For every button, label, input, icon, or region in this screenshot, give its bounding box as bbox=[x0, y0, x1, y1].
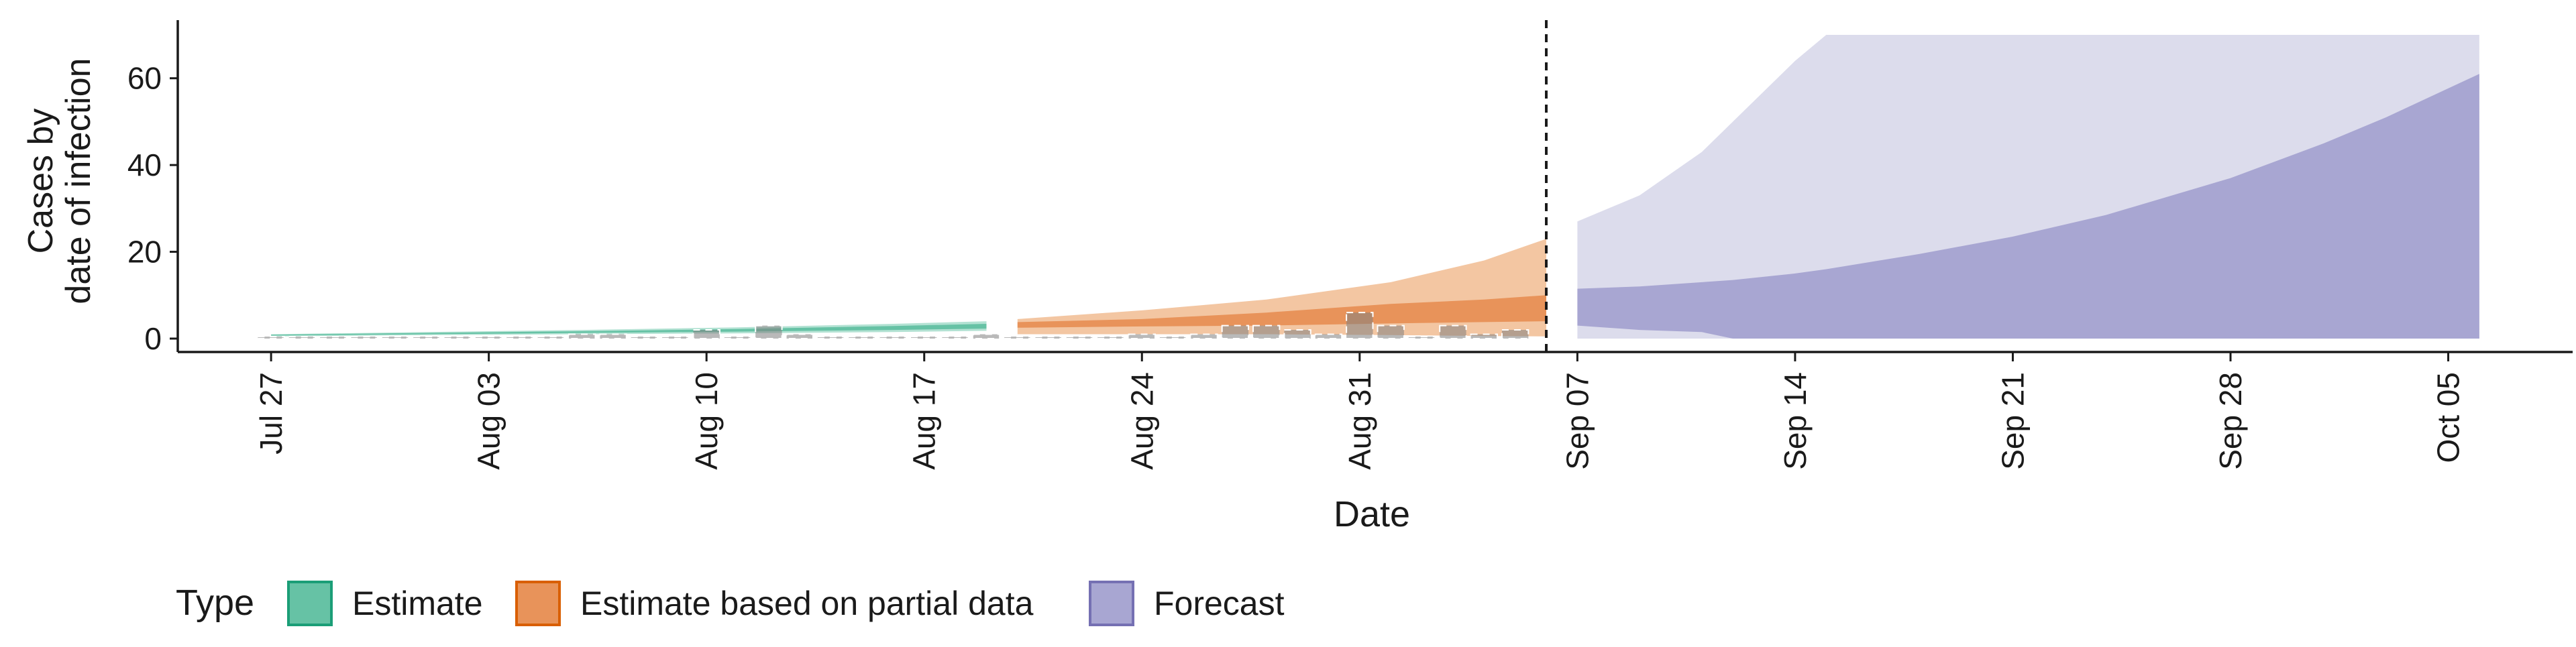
observed-bar bbox=[257, 336, 285, 339]
y-tick-label: 60 bbox=[127, 61, 162, 96]
observed-bar bbox=[474, 336, 503, 339]
observed-bar bbox=[1252, 325, 1281, 340]
y-axis-title: Cases bydate of infection bbox=[21, 58, 98, 304]
observed-bar bbox=[319, 336, 347, 339]
y-tick-label: 40 bbox=[127, 148, 162, 182]
y-axis-title-line: Cases by bbox=[21, 109, 60, 254]
observed-bar bbox=[1221, 325, 1250, 340]
x-tick-label: Sep 28 bbox=[2213, 372, 2248, 470]
observed-bar bbox=[568, 333, 596, 339]
observed-bar bbox=[1501, 329, 1529, 339]
x-tick-label: Jul 27 bbox=[254, 372, 288, 455]
observed-bar bbox=[1004, 336, 1032, 339]
observed-bar bbox=[443, 336, 472, 339]
legend-swatch-partial bbox=[515, 581, 561, 626]
legend-label-forecast: Forecast bbox=[1154, 585, 1285, 622]
observed-bar bbox=[1159, 336, 1187, 339]
observed-bar bbox=[910, 336, 938, 339]
x-tick-label: Aug 24 bbox=[1124, 372, 1159, 470]
legend-label-estimate: Estimate bbox=[352, 585, 483, 622]
series-forecast-inner-band bbox=[1577, 74, 2479, 339]
y-tick-label: 20 bbox=[127, 235, 162, 270]
x-tick-label: Sep 07 bbox=[1560, 372, 1595, 470]
observed-bar bbox=[1190, 333, 1218, 339]
observed-bar bbox=[692, 329, 720, 339]
observed-bar bbox=[879, 336, 908, 339]
series-estimate-inner-band bbox=[271, 324, 987, 336]
observed-bar bbox=[1346, 312, 1374, 339]
observed-bar bbox=[723, 336, 752, 339]
x-tick-label: Aug 03 bbox=[472, 372, 506, 470]
observed-bar bbox=[1314, 333, 1343, 339]
axes: 0 20 40 60 Jul 27 Aug 03 Aug 10 Aug 17 Aug 24 Aug… bbox=[127, 20, 2573, 470]
observed-bar bbox=[972, 333, 1001, 339]
x-tick-label: Sep 14 bbox=[1778, 372, 1813, 470]
observed-bar bbox=[1283, 329, 1311, 339]
observed-bar bbox=[1377, 325, 1405, 340]
observed-bar bbox=[350, 336, 378, 339]
observed-bar bbox=[537, 336, 566, 339]
observed-bar bbox=[1439, 325, 1467, 340]
series-partial-inner-band bbox=[1017, 295, 1546, 328]
observed-bar bbox=[816, 336, 845, 339]
observed-bar bbox=[941, 336, 969, 339]
x-tick-label: Sep 21 bbox=[1995, 372, 2030, 470]
observed-bar bbox=[381, 336, 410, 339]
observed-bar bbox=[288, 336, 317, 339]
observed-bar bbox=[413, 336, 441, 339]
x-tick-label: Aug 31 bbox=[1342, 372, 1377, 470]
observed-bars bbox=[257, 312, 1529, 340]
observed-bar bbox=[848, 336, 876, 339]
observed-bar bbox=[1128, 333, 1156, 339]
x-axis-title: Date bbox=[1334, 494, 1410, 534]
observed-bar bbox=[506, 336, 534, 339]
observed-bar bbox=[786, 333, 814, 339]
legend-swatch-forecast bbox=[1089, 581, 1134, 626]
area-layer bbox=[271, 35, 2479, 339]
observed-bar bbox=[599, 333, 627, 339]
observed-bar bbox=[1407, 336, 1436, 339]
observed-bar bbox=[630, 336, 659, 339]
y-axis-title-line: date of infection bbox=[59, 58, 98, 304]
observed-bar bbox=[1034, 336, 1063, 339]
legend-label-partial: Estimate based on partial data bbox=[580, 585, 1034, 622]
observed-bar bbox=[661, 336, 690, 339]
x-tick-label: Aug 10 bbox=[689, 372, 724, 470]
observed-bar bbox=[755, 325, 783, 340]
series-estimate-outer-band bbox=[271, 321, 987, 337]
observed-bar bbox=[1470, 333, 1498, 339]
legend: Type Estimate Estimate based on partial da… bbox=[176, 581, 1285, 626]
legend-title: Type bbox=[176, 583, 254, 623]
axis-labels: Cases bydate of infection Date bbox=[21, 58, 1410, 534]
legend-swatch-estimate bbox=[287, 581, 333, 626]
y-tick-label: 0 bbox=[144, 321, 162, 356]
observed-bar bbox=[1065, 336, 1094, 339]
observed-bar bbox=[1097, 336, 1125, 339]
x-tick-label: Oct 05 bbox=[2431, 372, 2466, 463]
x-tick-label: Aug 17 bbox=[907, 372, 942, 470]
